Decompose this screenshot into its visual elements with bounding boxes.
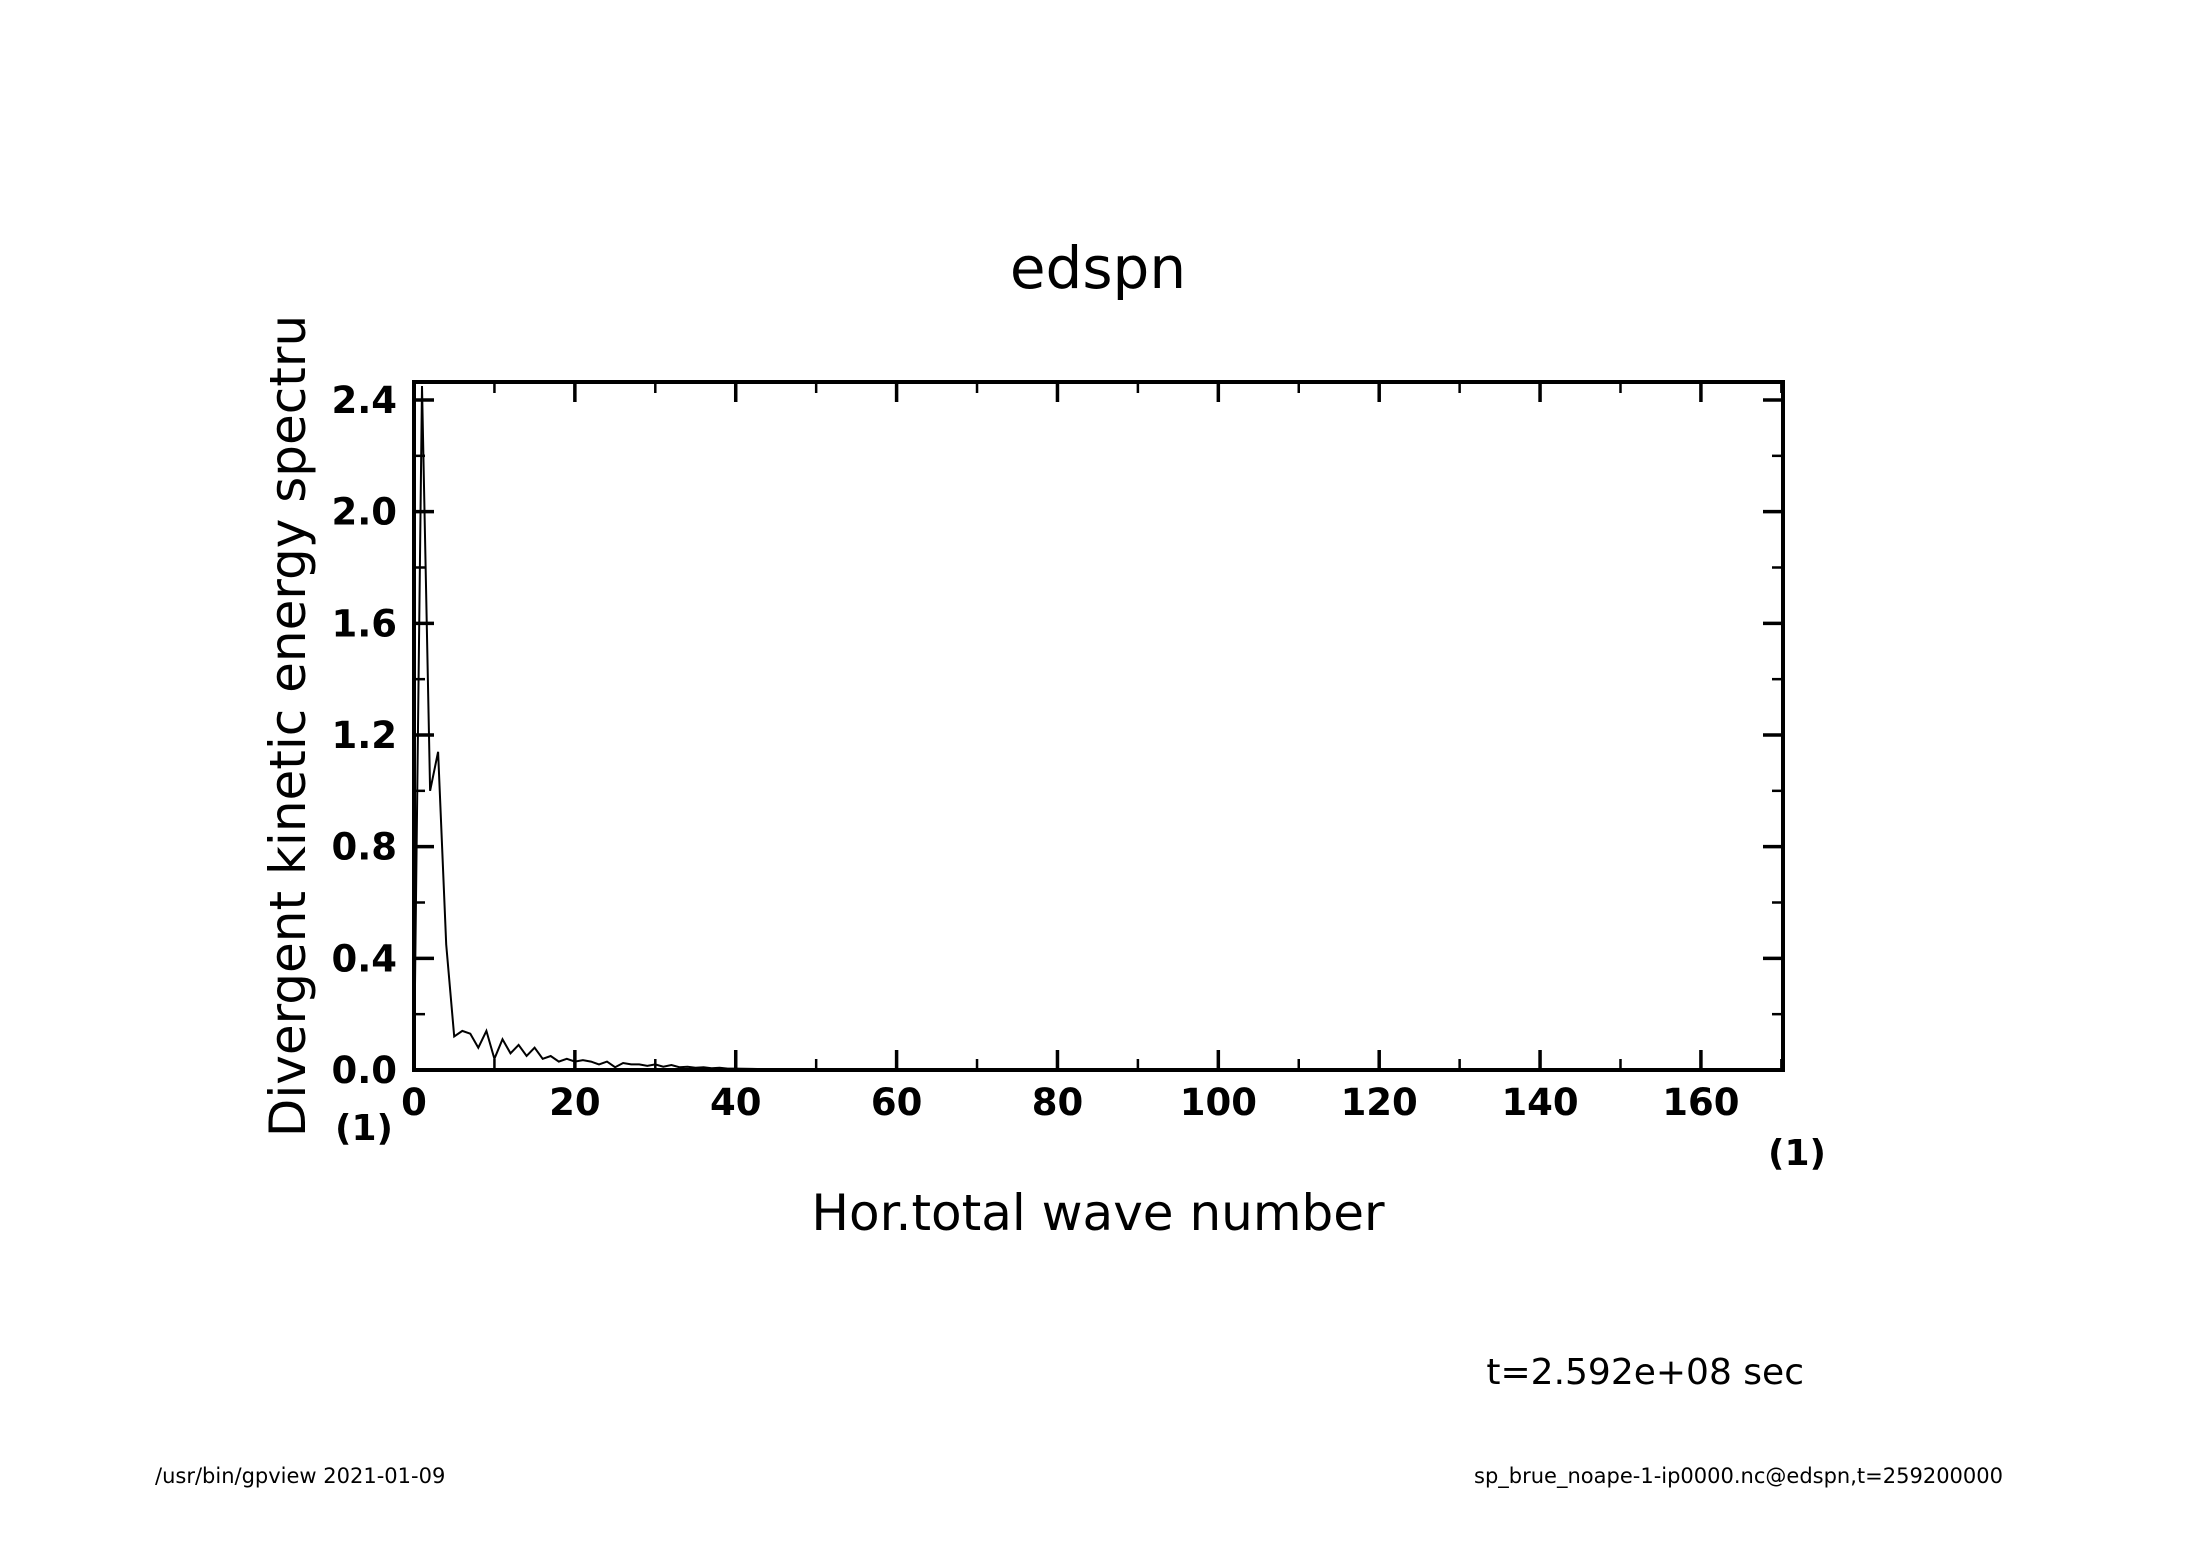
time-annotation: t=2.592e+08 sec (1486, 1352, 1804, 1393)
y-tick-label: 0.8 (331, 826, 397, 869)
y-tick-label: 0.0 (331, 1049, 397, 1092)
x-tick-label: 0 (401, 1081, 427, 1124)
x-tick-label: 100 (1180, 1081, 1257, 1124)
y-tick-label: 0.4 (331, 937, 397, 980)
x-tick-label: 60 (871, 1081, 923, 1124)
x-tick-label: 160 (1662, 1081, 1739, 1124)
y-unit-label: (1) (335, 1108, 393, 1149)
x-tick-label: 20 (549, 1081, 601, 1124)
x-tick-label: 140 (1501, 1081, 1578, 1124)
x-unit-label: (1) (1768, 1133, 1826, 1174)
axis-ticks (412, 382, 1783, 1072)
y-tick-label: 2.4 (331, 379, 397, 422)
x-tick-label: 120 (1341, 1081, 1418, 1124)
y-tick-label: 1.6 (331, 602, 397, 645)
footer-right: sp_brue_noape-1-ip0000.nc@edspn,t=259200… (1474, 1464, 2003, 1489)
series-line (413, 385, 1782, 1071)
chart-title: edspn (1010, 234, 1186, 302)
y-axis-label: Divergent kinetic energy spectru (259, 315, 317, 1137)
plot-frame (412, 380, 1785, 1072)
x-tick-label: 80 (1032, 1081, 1084, 1124)
x-axis-label: Hor.total wave number (811, 1184, 1385, 1242)
footer-left: /usr/bin/gpview 2021-01-09 (155, 1464, 445, 1488)
y-tick-label: 1.2 (331, 714, 397, 757)
axis-tick-labels: 0 20 40 60 80 100 120 140 160 0.0 0.4 0.8 1.2 1.6 2.0 2… (331, 379, 1739, 1124)
x-tick-label: 40 (710, 1081, 762, 1124)
y-tick-label: 2.0 (331, 491, 397, 534)
